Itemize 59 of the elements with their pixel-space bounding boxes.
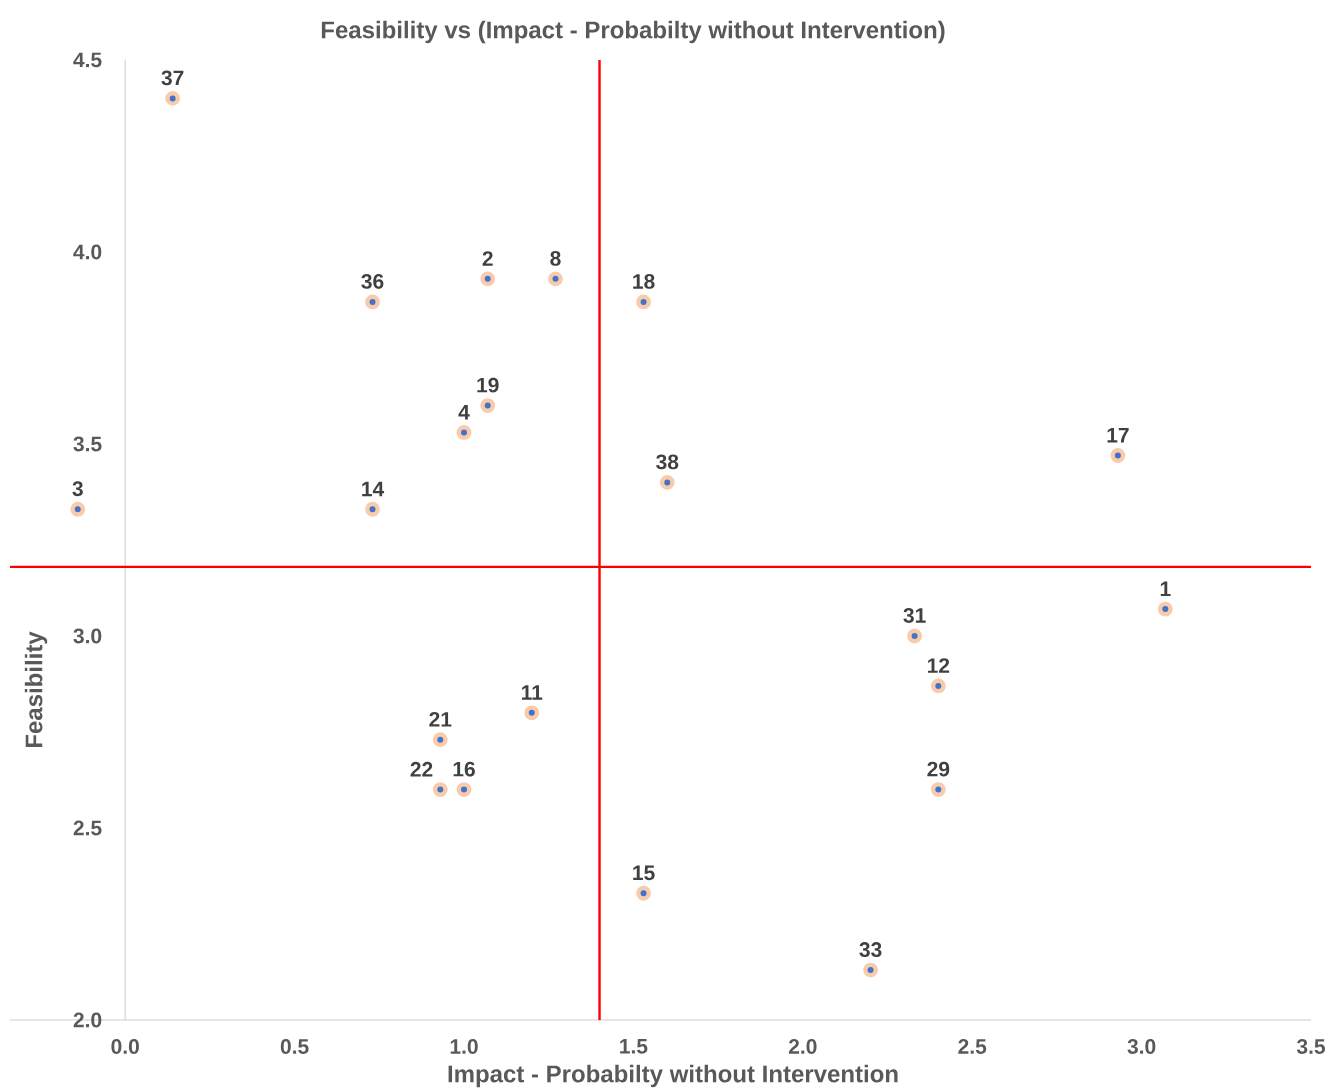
point [636, 294, 651, 310]
point [432, 782, 448, 797]
y-tick-label: 2.5 [73, 820, 102, 836]
point [165, 90, 181, 106]
x-tick-label: 0.5 [280, 1039, 309, 1054]
x-tick-label: 2.0 [788, 1039, 817, 1054]
annotation: 36 [361, 273, 384, 289]
annotation: 33 [859, 942, 882, 958]
point [456, 425, 472, 440]
annotation: 21 [429, 711, 452, 727]
annotation: 38 [656, 454, 679, 470]
point [863, 962, 878, 978]
annotation: 11 [521, 685, 543, 700]
annotation: 19 [477, 377, 499, 393]
annotation: 17 [1107, 428, 1129, 443]
annotation: 15 [633, 865, 655, 881]
point [659, 474, 675, 490]
point [1157, 601, 1173, 617]
x-tick-label: 2.5 [958, 1039, 987, 1054]
point [456, 782, 472, 797]
point [930, 782, 946, 797]
x-tick-label: 1.0 [450, 1039, 478, 1054]
annotation: 22 [410, 761, 433, 777]
point [548, 271, 563, 287]
x-axis-title: Impact - Probabilty without Intervention [448, 1064, 898, 1088]
annotation: 3 [72, 481, 83, 497]
x-tick-label: 3.5 [1296, 1039, 1325, 1054]
y-axis-title: Feasibility [24, 631, 48, 748]
point [480, 398, 496, 413]
annotation: 14 [362, 481, 385, 497]
y-tick-label: 4.0 [73, 244, 102, 260]
point [365, 294, 380, 310]
annotation: 29 [927, 761, 950, 777]
chart-title: Feasibility vs (Impact - Probabilty without Intervention) [321, 20, 945, 44]
y-tick-label: 4.5 [73, 52, 102, 68]
annotation: 18 [633, 273, 655, 289]
x-tick-label: 0.0 [111, 1039, 139, 1054]
point [524, 705, 540, 721]
annotation: 8 [550, 250, 561, 266]
annotation: 31 [903, 608, 926, 623]
point [636, 885, 651, 901]
annotation: 12 [927, 658, 950, 673]
point [365, 501, 380, 517]
x-tick-label: 1.5 [620, 1039, 648, 1054]
point [907, 628, 923, 644]
point [432, 732, 448, 748]
annotation: 2 [482, 251, 493, 266]
point [70, 501, 86, 517]
point [930, 678, 946, 694]
annotation: 4 [458, 404, 470, 420]
y-tick-label: 3.5 [73, 436, 102, 452]
annotation: 37 [161, 70, 184, 86]
point [1110, 448, 1126, 463]
annotation: 1 [1160, 581, 1171, 597]
y-tick-label: 3.0 [73, 628, 102, 644]
x-tick-label: 3.0 [1127, 1039, 1156, 1054]
y-tick-label: 2.0 [73, 1012, 102, 1028]
point [480, 271, 496, 287]
annotation: 16 [453, 761, 475, 777]
